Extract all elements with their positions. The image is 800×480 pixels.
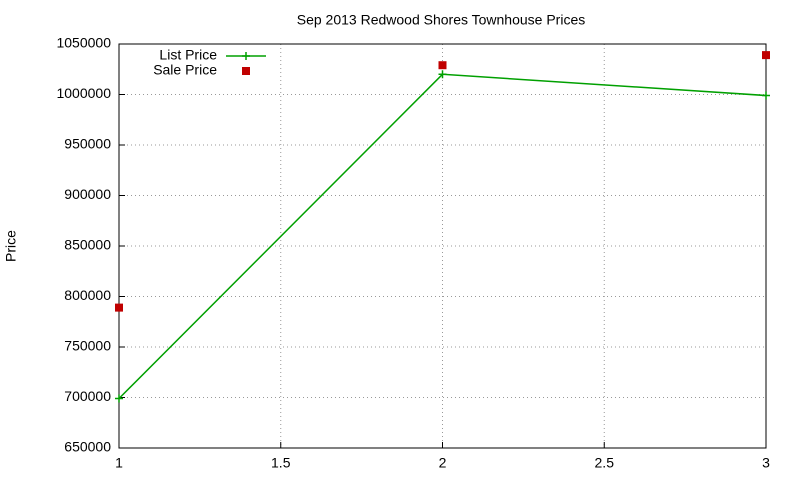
- x-tick-label: 3: [762, 455, 770, 471]
- plot-border: [118, 43, 767, 449]
- y-axis-label: Price: [3, 230, 19, 262]
- y-tick-label: 900000: [64, 186, 111, 202]
- legend-marker: [242, 52, 250, 60]
- y-tick-label: 800000: [64, 287, 111, 303]
- point: [438, 61, 447, 70]
- point: [438, 70, 447, 79]
- legend-label: List Price: [159, 47, 217, 63]
- y-tick-label: 950000: [64, 136, 111, 152]
- x-tick-label: 2.5: [595, 455, 615, 471]
- legend-marker: [242, 67, 250, 75]
- chart-title: Sep 2013 Redwood Shores Townhouse Prices: [297, 12, 585, 28]
- y-tick-label: 700000: [64, 388, 111, 404]
- x-tick-label: 1: [115, 455, 123, 471]
- legend-label: Sale Price: [153, 62, 217, 78]
- y-tick-label: 650000: [64, 439, 111, 455]
- y-tick-label: 750000: [64, 338, 111, 354]
- y-tick-label: 850000: [64, 237, 111, 253]
- point: [762, 91, 770, 100]
- point: [115, 394, 123, 403]
- x-tick-label: 2: [439, 455, 447, 471]
- y-tick-label: 1050000: [56, 35, 111, 51]
- y-tick-label: 1000000: [56, 85, 111, 101]
- point: [115, 303, 123, 312]
- point: [762, 51, 770, 60]
- x-tick-label: 1.5: [271, 455, 291, 471]
